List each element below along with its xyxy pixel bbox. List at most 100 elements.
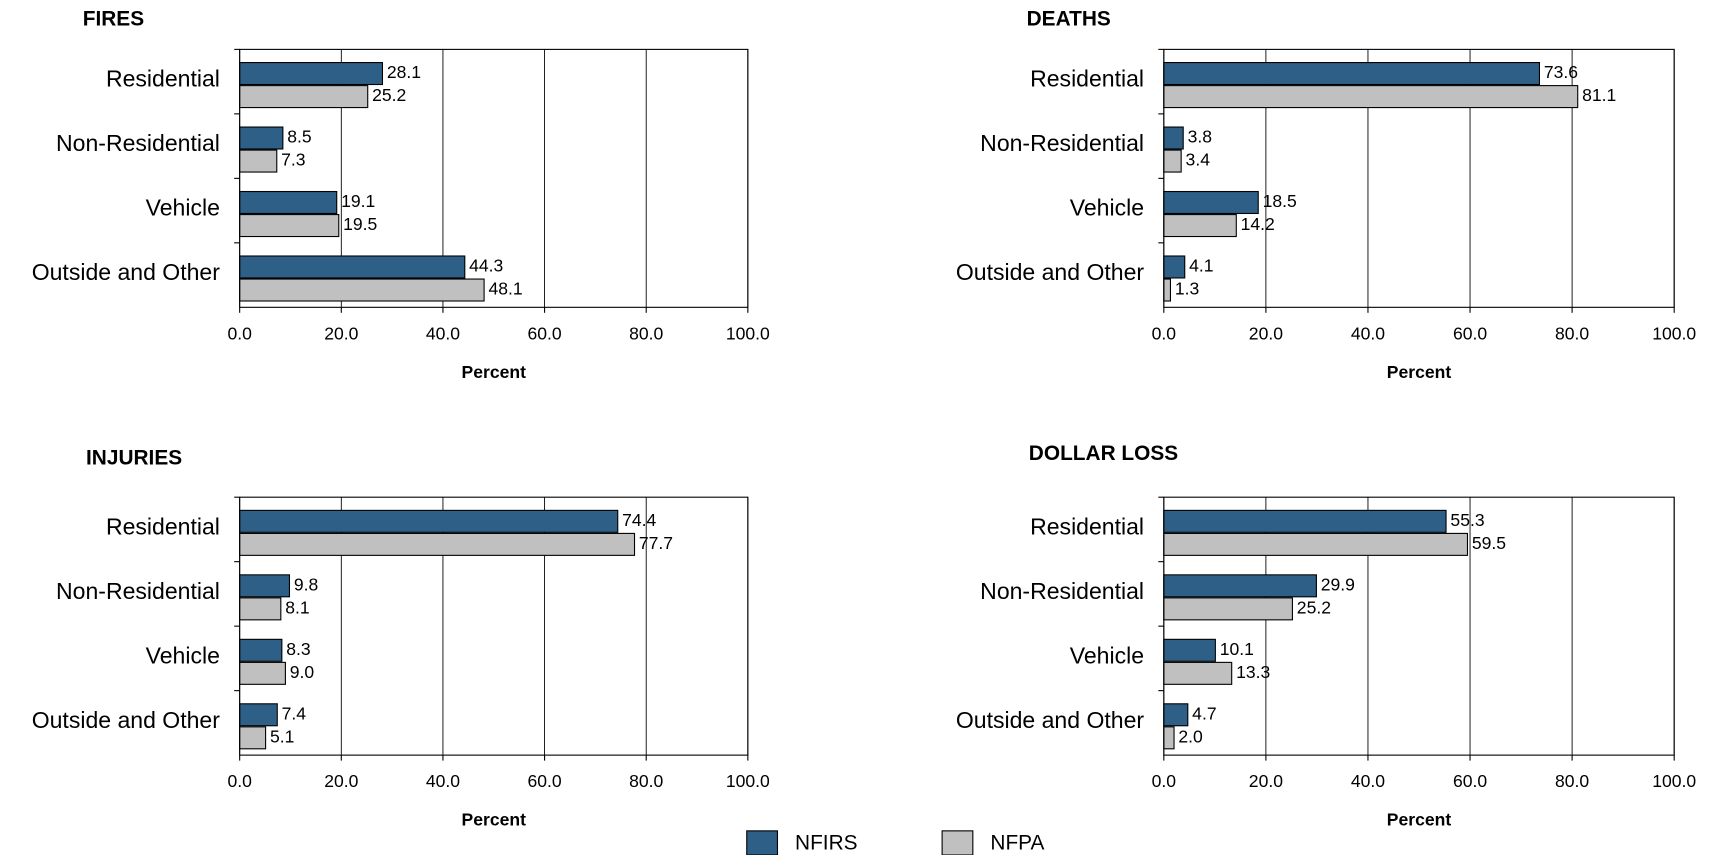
value-label: 10.1 xyxy=(1220,639,1254,659)
value-label: 28.1 xyxy=(387,62,421,82)
x-axis-label: Percent xyxy=(462,362,527,382)
x-tick-label: 60.0 xyxy=(527,323,561,343)
x-tick-label: 80.0 xyxy=(1555,323,1589,343)
bar xyxy=(1163,190,1259,215)
bar xyxy=(239,190,338,215)
value-label: 14.2 xyxy=(1241,214,1275,234)
x-tick-label: 60.0 xyxy=(1453,323,1487,343)
category-label: Outside and Other xyxy=(32,259,221,285)
bar xyxy=(1163,255,1186,279)
value-label: 2.0 xyxy=(1178,726,1203,746)
x-tick-label: 0.0 xyxy=(1152,323,1177,343)
value-label: 25.2 xyxy=(1297,598,1331,618)
value-label: 8.5 xyxy=(287,127,312,147)
category-label: Non-Residential xyxy=(980,130,1144,156)
category-label: Residential xyxy=(106,66,220,92)
value-label: 9.0 xyxy=(290,662,315,682)
bar xyxy=(239,126,284,150)
x-tick-label: 40.0 xyxy=(1351,323,1385,343)
value-label: 3.4 xyxy=(1186,150,1211,170)
chart-title: DEATHS xyxy=(1027,7,1111,30)
chart-title: INJURIES xyxy=(86,446,182,469)
value-label: 7.4 xyxy=(282,703,307,723)
category-label: Outside and Other xyxy=(956,259,1145,285)
bar xyxy=(239,703,278,727)
x-tick-label: 100.0 xyxy=(726,323,770,343)
plot-border xyxy=(239,496,749,756)
x-tick-label: 0.0 xyxy=(227,771,252,791)
bar xyxy=(1163,62,1540,86)
chart-title: FIRES xyxy=(83,7,144,30)
category-label: Residential xyxy=(1030,513,1144,539)
bar xyxy=(239,85,369,109)
bar xyxy=(1163,278,1172,302)
category-label: Outside and Other xyxy=(32,707,221,733)
bar xyxy=(239,62,384,86)
category-label: Non-Residential xyxy=(980,578,1144,604)
x-tick-label: 20.0 xyxy=(324,771,358,791)
category-label: Vehicle xyxy=(1070,195,1144,221)
bar xyxy=(1163,214,1237,238)
value-label: 81.1 xyxy=(1582,85,1616,105)
value-label: 74.4 xyxy=(622,510,656,530)
bar xyxy=(239,638,283,662)
x-tick-label: 60.0 xyxy=(527,771,561,791)
category-label: Non-Residential xyxy=(56,578,220,604)
category-label: Vehicle xyxy=(146,195,220,221)
bar xyxy=(239,255,466,279)
value-label: 19.1 xyxy=(341,191,375,211)
x-axis-label: Percent xyxy=(1387,362,1452,382)
bar xyxy=(239,532,636,556)
category-label: Vehicle xyxy=(146,642,220,668)
x-tick-label: 100.0 xyxy=(1652,323,1696,343)
value-label: 9.8 xyxy=(294,574,318,594)
x-tick-label: 80.0 xyxy=(1555,771,1589,791)
bar xyxy=(1163,661,1233,685)
bar xyxy=(239,726,267,750)
bar xyxy=(239,149,278,173)
value-label: 4.7 xyxy=(1192,703,1216,723)
x-tick-label: 20.0 xyxy=(324,323,358,343)
plot-border xyxy=(1163,48,1675,308)
category-label: Residential xyxy=(106,513,220,539)
value-label: 77.7 xyxy=(639,533,673,553)
value-label: 25.2 xyxy=(372,85,406,105)
category-label: Outside and Other xyxy=(956,707,1145,733)
bar xyxy=(1163,638,1216,662)
bar xyxy=(239,661,286,685)
bar xyxy=(1163,509,1447,533)
value-label: 7.3 xyxy=(281,150,305,170)
bar xyxy=(1163,726,1175,750)
x-tick-label: 100.0 xyxy=(726,771,770,791)
category-label: Residential xyxy=(1030,66,1144,92)
bar xyxy=(239,278,485,302)
x-axis-label: Percent xyxy=(462,810,527,830)
x-tick-label: 40.0 xyxy=(426,323,460,343)
value-label: 19.5 xyxy=(343,214,377,234)
x-tick-label: 100.0 xyxy=(1652,771,1696,791)
bar xyxy=(1163,85,1579,109)
value-label: 55.3 xyxy=(1450,510,1484,530)
value-label: 4.1 xyxy=(1189,256,1213,276)
bar xyxy=(1163,532,1469,556)
bar xyxy=(1163,597,1293,621)
x-tick-label: 20.0 xyxy=(1249,771,1283,791)
legend-swatch xyxy=(746,830,779,856)
value-label: 73.6 xyxy=(1544,62,1578,82)
plot-border xyxy=(1163,496,1675,756)
value-label: 44.3 xyxy=(469,256,503,276)
category-label: Non-Residential xyxy=(56,130,220,156)
value-label: 8.3 xyxy=(286,639,310,659)
chart-title: DOLLAR LOSS xyxy=(1029,442,1178,465)
x-tick-label: 80.0 xyxy=(629,771,663,791)
x-tick-label: 60.0 xyxy=(1453,771,1487,791)
value-label: 3.8 xyxy=(1188,127,1212,147)
bar xyxy=(239,597,282,621)
x-tick-label: 40.0 xyxy=(1351,771,1385,791)
value-label: 59.5 xyxy=(1472,533,1506,553)
value-label: 1.3 xyxy=(1175,279,1199,299)
x-tick-label: 40.0 xyxy=(426,771,460,791)
value-label: 8.1 xyxy=(285,598,309,618)
bar xyxy=(239,509,619,533)
